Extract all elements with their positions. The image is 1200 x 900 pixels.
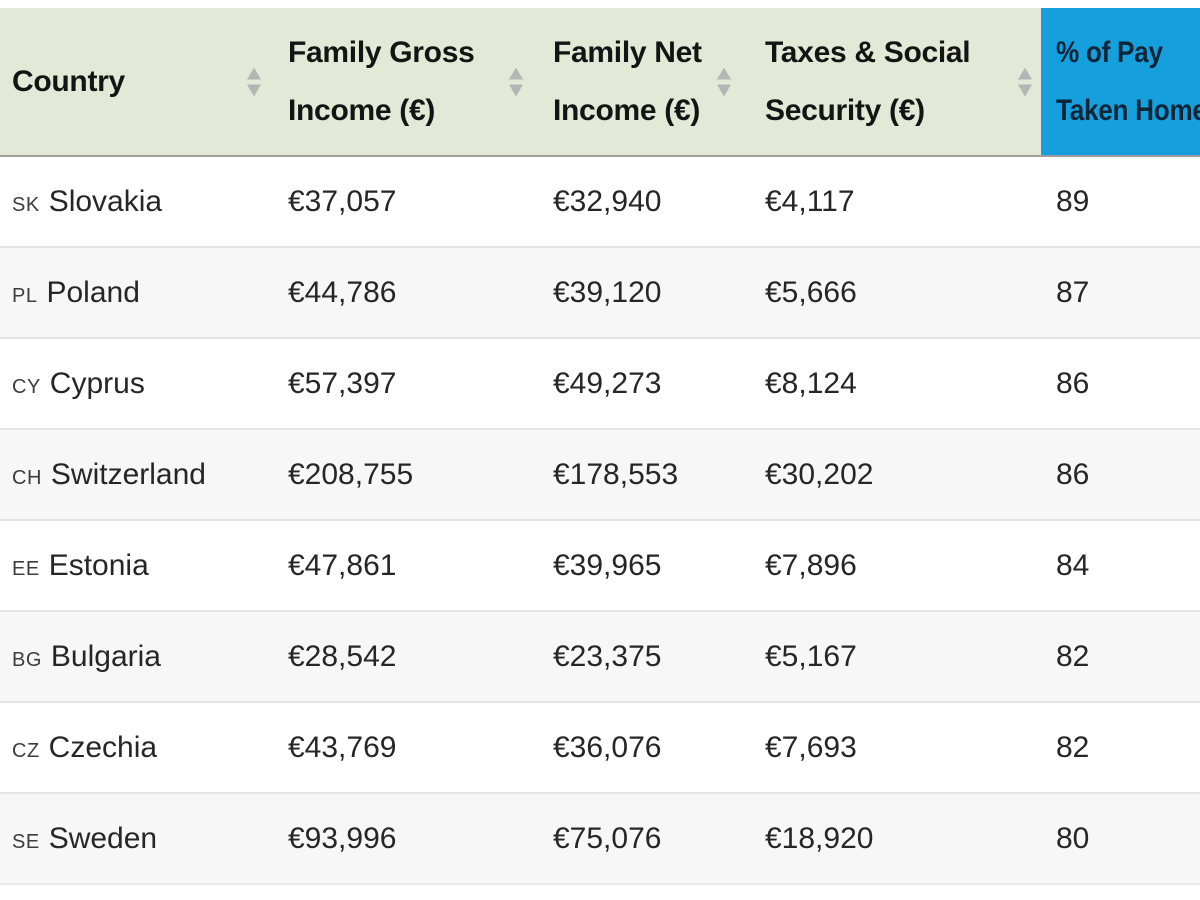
header-label-line: Taken Home [1056, 93, 1200, 127]
net-income-cell: €178,553 [532, 428, 740, 520]
country-cell: CH Switzerland [0, 428, 270, 520]
country-cell: SK Slovakia [0, 156, 270, 247]
header-label-line: % of Pay [1056, 35, 1163, 69]
gross-income-cell: €208,755 [270, 428, 532, 520]
table-row-sweden: SE Sweden €93,996 €75,076 €18,920 80 [0, 792, 1200, 885]
col-header-net-income[interactable]: Family Net Income (€) [532, 8, 740, 157]
gross-income-cell: €93,996 [270, 792, 532, 885]
header-label-line: Income (€) [553, 93, 701, 127]
country-name: Bulgaria [50, 639, 161, 673]
sort-arrows-icon[interactable] [717, 67, 731, 96]
country-name: Cyprus [49, 366, 145, 400]
table-row-estonia: EE Estonia €47,861 €39,965 €7,896 84 [0, 519, 1200, 611]
header-label-line: Family Gross [288, 35, 475, 69]
country-cell: PL Poland [0, 246, 270, 338]
col-header-gross-income[interactable]: Family Gross Income (€) [270, 8, 532, 157]
gross-income-cell: €57,397 [270, 337, 532, 429]
col-header-gross-income-label: Family Gross Income (€) [288, 24, 532, 140]
table-row-czechia: CZ Czechia €43,769 €36,076 €7,693 82 [0, 701, 1200, 793]
header-label-line: Family Net [553, 35, 702, 69]
pct-take-home-cell: 82 [1041, 701, 1200, 793]
table-header: Country Family Gross Income (€) Family N… [0, 8, 1200, 157]
pct-take-home-cell: 87 [1041, 246, 1200, 338]
taxes-cell: €18,920 [740, 792, 1041, 885]
sort-arrows-icon[interactable] [509, 67, 523, 96]
taxes-cell: €7,693 [740, 701, 1041, 793]
net-income-cell: €39,965 [532, 519, 740, 611]
gross-income-cell: €44,786 [270, 246, 532, 338]
pct-take-home-cell: 89 [1056, 184, 1090, 218]
taxes-cell: €4,117 [765, 184, 855, 218]
col-header-pct-take-home-label: % of Pay Taken Home [1056, 24, 1200, 140]
header-label-line: Security (€) [765, 93, 925, 127]
net-income-cell: €23,375 [532, 610, 740, 702]
header-row: Country Family Gross Income (€) Family N… [0, 8, 1200, 157]
country-code: PL [12, 284, 38, 307]
gross-income-cell: €47,861 [270, 519, 532, 611]
pct-take-home-cell: 86 [1041, 428, 1200, 520]
country-name: Slovakia [48, 184, 163, 218]
gross-income-cell: €28,542 [270, 610, 532, 702]
table-row-slovakia: SK Slovakia €37,057 €32,940 €4,117 89 [0, 156, 1200, 247]
sort-arrows-icon[interactable] [247, 67, 261, 96]
country-cell: BG Bulgaria [0, 610, 270, 702]
table-row-bulgaria: BG Bulgaria €28,542 €23,375 €5,167 82 [0, 610, 1200, 702]
net-income-cell: €32,940 [553, 184, 662, 218]
taxes-cell: €30,202 [740, 428, 1041, 520]
col-header-taxes[interactable]: Taxes & Social Security (€) [740, 8, 1041, 157]
header-label-line: Income (€) [288, 93, 436, 127]
table-body: SK Slovakia €37,057 €32,940 €4,117 89 PL P… [0, 156, 1200, 885]
country-code: EE [12, 557, 40, 580]
country-cell: CZ Czechia [0, 701, 270, 793]
gross-income-cell: €37,057 [288, 184, 397, 218]
taxes-cell: €7,896 [740, 519, 1041, 611]
net-income-cell: €49,273 [532, 337, 740, 429]
col-header-country[interactable]: Country [0, 8, 270, 157]
taxes-cell: €5,167 [740, 610, 1041, 702]
col-header-taxes-label: Taxes & Social Security (€) [765, 24, 1041, 140]
country-name: Estonia [48, 548, 149, 582]
country-code: BG [12, 648, 42, 671]
country-code: SK [12, 193, 40, 216]
sort-arrows-icon[interactable] [1018, 67, 1032, 96]
country-cell: EE Estonia [0, 519, 270, 611]
country-name: Switzerland [50, 457, 206, 491]
country-code: CH [12, 466, 42, 489]
country-code: CZ [12, 739, 40, 762]
pct-take-home-cell: 86 [1041, 337, 1200, 429]
country-cell: CY Cyprus [0, 337, 270, 429]
income-tax-table: Country Family Gross Income (€) Family N… [0, 8, 1200, 885]
table-row-switzerland: CH Switzerland €208,755 €178,553 €30,202 … [0, 428, 1200, 520]
country-name: Sweden [48, 821, 158, 855]
header-label-line: Country [12, 64, 125, 98]
net-income-cell: €75,076 [532, 792, 740, 885]
country-code: SE [12, 830, 40, 853]
taxes-cell: €8,124 [740, 337, 1041, 429]
col-header-pct-take-home[interactable]: % of Pay Taken Home [1041, 8, 1200, 157]
net-income-cell: €39,120 [532, 246, 740, 338]
table-row-poland: PL Poland €44,786 €39,120 €5,666 87 [0, 246, 1200, 338]
header-label-line: Taxes & Social [765, 35, 971, 69]
pct-take-home-cell: 84 [1041, 519, 1200, 611]
gross-income-cell: €43,769 [270, 701, 532, 793]
pct-take-home-cell: 82 [1041, 610, 1200, 702]
country-name: Czechia [48, 730, 158, 764]
taxes-cell: €5,666 [740, 246, 1041, 338]
table-row-cyprus: CY Cyprus €57,397 €49,273 €8,124 86 [0, 337, 1200, 429]
col-header-country-label: Country [12, 53, 270, 111]
country-code: CY [12, 375, 41, 398]
col-header-net-income-label: Family Net Income (€) [553, 24, 740, 140]
country-cell: SE Sweden [0, 792, 270, 885]
country-name: Poland [46, 275, 140, 309]
pct-take-home-cell: 80 [1041, 792, 1200, 885]
net-income-cell: €36,076 [532, 701, 740, 793]
